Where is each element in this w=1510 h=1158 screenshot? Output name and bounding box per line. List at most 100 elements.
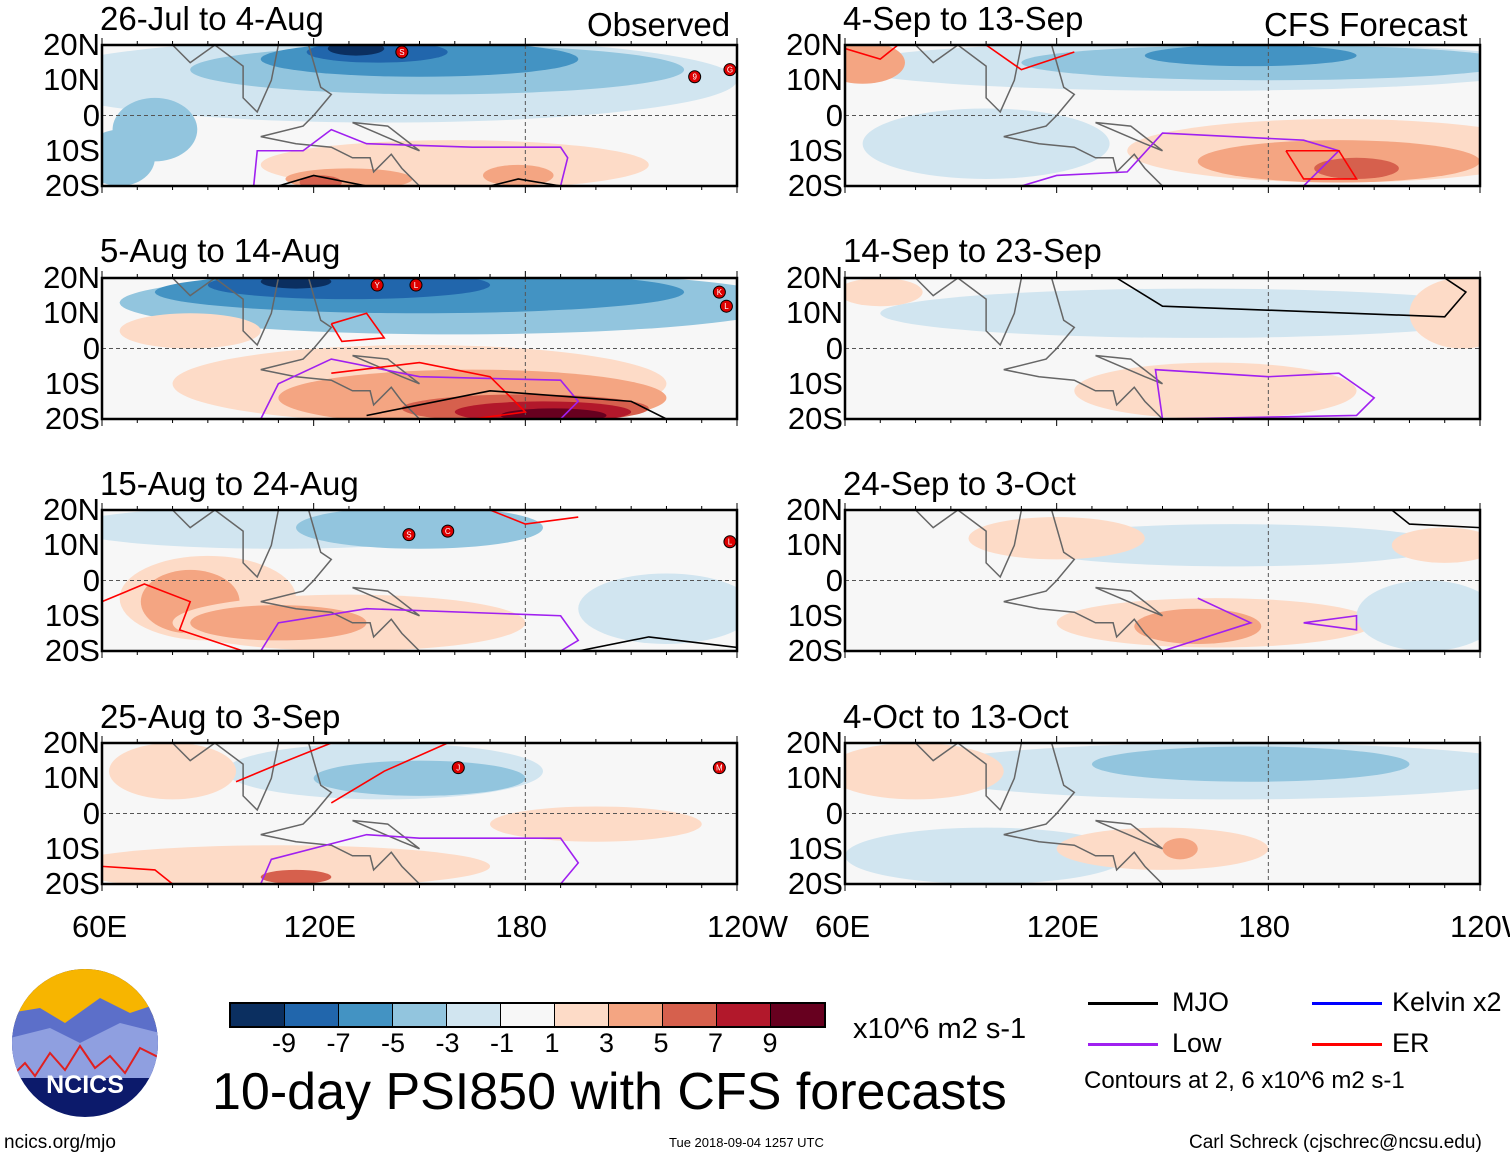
lat-label: 10S (44, 830, 100, 866)
colorbar-tick: -9 (272, 1028, 297, 1058)
coastline (172, 278, 421, 419)
footer-url[interactable]: ncics.org/mjo (4, 1132, 116, 1153)
panel-title: 14-Sep to 23-Sep (843, 232, 1102, 269)
anomaly-region (296, 510, 543, 549)
colorbar-tick: 5 (653, 1028, 669, 1058)
colorbar-units: x10^6 m2 s-1 (853, 1013, 1027, 1045)
colorbar-tick: 1 (544, 1028, 560, 1058)
panel-title: 25-Aug to 3-Sep (100, 698, 341, 735)
colorbar-swatch (393, 1004, 447, 1026)
colorbar (229, 1002, 826, 1028)
anomaly-region (109, 743, 237, 800)
lat-label: 10N (43, 295, 100, 331)
storm-label: Y (374, 281, 380, 290)
map-panel: S 9 G (100, 38, 739, 193)
lat-label: 20N (43, 27, 100, 62)
lat-label: 0 (825, 562, 843, 598)
tropical-cyclone-icon (688, 70, 702, 84)
lat-label: 20S (787, 401, 843, 436)
er-legend-line (1312, 1043, 1382, 1046)
lon-label: 60E (815, 909, 871, 944)
coastline (172, 45, 421, 186)
forecast-label: CFS Forecast (1264, 6, 1468, 43)
lon-label: 120W (707, 909, 788, 944)
contour-line (330, 312, 386, 343)
colorbar-tick: 9 (762, 1028, 778, 1058)
contour-line (366, 389, 667, 419)
lat-label: 0 (82, 97, 100, 133)
anomaly-region (845, 45, 905, 84)
lat-label: 0 (82, 330, 100, 366)
lat-label: 0 (825, 330, 843, 366)
lat-label: 0 (82, 795, 100, 831)
storm-label: 9 (692, 73, 697, 82)
contour-line (330, 743, 449, 804)
contour-line (260, 833, 580, 884)
anomaly-region (1091, 746, 1410, 782)
low-legend-line (1088, 1043, 1158, 1046)
anomaly-region (845, 743, 1004, 800)
anomaly-region (968, 517, 1145, 560)
tropical-cyclone-icon (712, 761, 726, 775)
colorbar-swatch (285, 1004, 339, 1026)
lat-label: 10N (786, 62, 843, 98)
mjo-legend-line (1088, 1002, 1158, 1005)
storm-label: L (728, 538, 733, 547)
lat-label: 10N (786, 527, 843, 563)
lat-label: 20N (786, 27, 843, 62)
lat-label: 20N (786, 260, 843, 295)
observed-label: Observed (587, 6, 731, 43)
lon-label: 120E (1026, 909, 1100, 944)
anomaly-region (845, 278, 923, 307)
kelvin-legend-line (1312, 1002, 1382, 1005)
anomaly-region (483, 164, 554, 186)
coastline (915, 743, 1164, 884)
anomaly-region (500, 408, 607, 419)
lon-label: 60E (72, 909, 128, 944)
colorbar-tick: -5 (381, 1028, 406, 1058)
anomaly-region (1162, 838, 1198, 860)
storm-label: L (724, 302, 729, 311)
legend-er: ER (1392, 1028, 1430, 1058)
colorbar-swatch (447, 1004, 501, 1026)
map-panel (843, 503, 1482, 658)
colorbar-swatch (609, 1004, 663, 1026)
lat-label: 20S (44, 168, 100, 203)
tropical-cyclone-icon (441, 524, 455, 538)
coastline (352, 819, 420, 850)
lon-label: 180 (1238, 909, 1291, 944)
anomaly-region (102, 855, 191, 884)
anomaly-region (845, 827, 1128, 884)
coastline (915, 510, 1164, 651)
panel-title: 24-Sep to 3-Oct (843, 465, 1076, 502)
contour-line (331, 361, 528, 419)
anomaly-region (862, 108, 1110, 179)
contour-line (489, 178, 561, 186)
lat-label: 10N (43, 62, 100, 98)
contour-line (260, 607, 580, 651)
coastline (172, 510, 421, 651)
anomaly-region (260, 869, 332, 884)
contour-line (1162, 597, 1253, 651)
ncics-logo: NCICS (12, 969, 158, 1117)
anomaly-region (578, 573, 737, 644)
storm-label: L (414, 281, 419, 290)
storm-label: K (717, 288, 723, 297)
lat-label: 10N (786, 295, 843, 331)
map-panel (843, 38, 1482, 193)
contour-line (578, 636, 737, 651)
legend-low: Low (1172, 1028, 1222, 1058)
colorbar-swatch (501, 1004, 555, 1026)
contour-line (845, 45, 899, 60)
colorbar-swatch (339, 1004, 393, 1026)
contour-line (1303, 614, 1358, 631)
contour-line (1116, 278, 1468, 318)
lat-label: 10S (44, 365, 100, 401)
figure-title: 10-day PSI850 with CFS forecasts (212, 1063, 1007, 1121)
lat-label: 20S (787, 168, 843, 203)
colorbar-swatch (555, 1004, 609, 1026)
legend-mjo: MJO (1172, 987, 1229, 1017)
anomaly-region (1314, 157, 1399, 179)
storm-label: J (456, 764, 460, 773)
footer-author: Carl Schreck (cjschrec@ncsu.edu) (1189, 1132, 1482, 1153)
